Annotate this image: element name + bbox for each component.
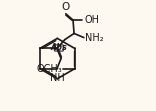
Text: OH: OH: [84, 15, 99, 25]
FancyBboxPatch shape: [54, 45, 63, 51]
Text: OCH₃: OCH₃: [36, 64, 62, 74]
Text: O: O: [61, 2, 69, 12]
Text: NH₂: NH₂: [85, 33, 104, 43]
Text: Abs: Abs: [50, 43, 67, 52]
Text: NH: NH: [50, 73, 65, 83]
